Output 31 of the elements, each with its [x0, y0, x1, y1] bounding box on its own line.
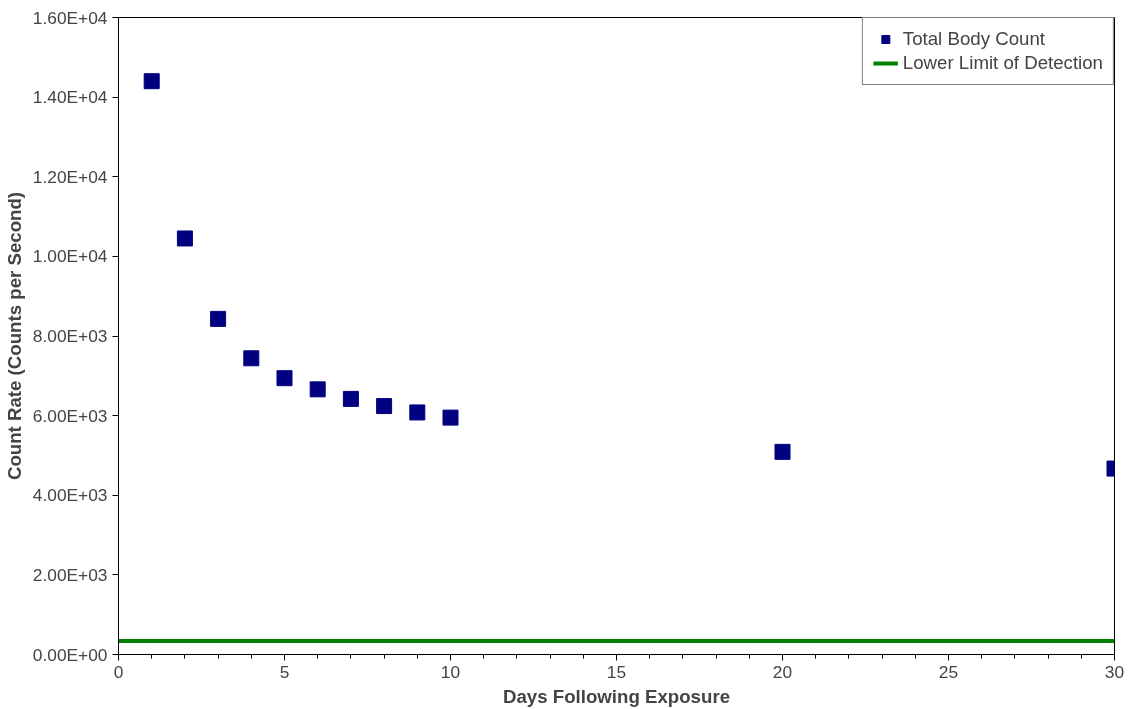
x-tick-label: 0 [113, 661, 124, 682]
x-axis-title: Days Following Exposure [502, 685, 731, 707]
y-tick-label: 8.00E+03 [32, 326, 108, 346]
point [309, 381, 326, 398]
point [774, 443, 791, 460]
x-tick-label: 10 [440, 661, 461, 682]
x-tick-label: 5 [279, 661, 290, 682]
x-tick-label: 15 [606, 661, 627, 682]
point [409, 404, 426, 421]
y-tick-label: 0.00E+00 [32, 644, 108, 665]
y-tick-label: 1.40E+04 [32, 87, 108, 108]
point [243, 350, 260, 367]
x-tick-label: 25 [938, 661, 959, 682]
y-tick-label: 6.00E+03 [32, 405, 108, 426]
y-tick-label: 1.20E+04 [32, 166, 108, 187]
point [176, 230, 193, 247]
y-axis-title: Count Rate (Counts per Second) [3, 191, 25, 481]
legend-label: Lower Limit of Detection [902, 52, 1103, 74]
y-tick-label: 1.60E+04 [32, 7, 108, 28]
y-tick-label: 2.00E+03 [32, 564, 108, 585]
point [210, 310, 227, 327]
y-tick-label: 4.00E+03 [32, 485, 108, 506]
x-tick-label: 30 [1104, 661, 1125, 682]
point [276, 370, 293, 387]
point [376, 398, 393, 415]
point [143, 73, 160, 90]
legend-label: Total Body Count [902, 28, 1045, 50]
point [442, 409, 459, 426]
x-tick-label: 20 [772, 661, 793, 682]
y-tick-label: 1.00E+04 [32, 246, 108, 267]
point [342, 390, 359, 407]
